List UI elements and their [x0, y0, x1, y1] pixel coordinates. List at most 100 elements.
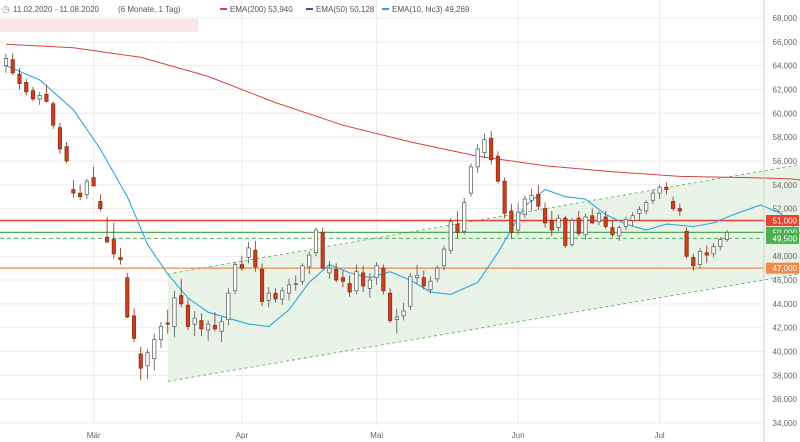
candle-body [590, 215, 595, 224]
candle [414, 264, 420, 284]
candle [307, 251, 312, 275]
candle-body [334, 268, 339, 281]
candle [502, 177, 507, 219]
candle-body [448, 221, 453, 251]
candle-body [569, 220, 575, 245]
legend-item: EMA(200) 53,940 [220, 5, 293, 14]
candle-body [253, 249, 258, 268]
candle-body [233, 264, 238, 292]
candle-body [199, 320, 204, 330]
candle-body [603, 216, 608, 227]
candle [111, 222, 116, 259]
candle [637, 206, 642, 221]
candle-body [441, 248, 447, 267]
x-tick-label: Mai [370, 431, 383, 440]
candle-body [394, 316, 399, 320]
candle-body [286, 284, 292, 294]
candle [233, 262, 238, 295]
candle-body [273, 292, 278, 300]
candle [718, 237, 723, 251]
candle-body [185, 304, 190, 327]
candle-body [536, 193, 541, 207]
candle [421, 270, 426, 290]
candle-body [529, 195, 534, 201]
candle-body [657, 186, 662, 194]
candle [24, 78, 29, 96]
candle [260, 263, 265, 307]
candle [125, 272, 130, 319]
candle-body [549, 220, 554, 231]
candle [293, 275, 298, 291]
candle [17, 68, 22, 90]
candle [361, 265, 366, 292]
candle-body [455, 223, 460, 233]
candle-body [51, 103, 56, 126]
y-tick-label: 36,000 [773, 395, 798, 404]
candle [185, 299, 190, 331]
candle [145, 349, 150, 379]
candle [51, 101, 56, 129]
candle-body [596, 213, 602, 223]
candle [78, 184, 83, 201]
y-tick-label: 60,000 [773, 109, 798, 118]
candle-body [563, 217, 568, 246]
candle [273, 288, 278, 303]
candle [347, 275, 352, 297]
y-tick-label: 34,000 [773, 419, 798, 428]
candle [313, 227, 319, 257]
candle [152, 333, 157, 371]
candle [468, 163, 473, 197]
candle [704, 245, 709, 264]
period-label: (6 Monate, 1 Tag) [118, 5, 181, 14]
header-highlight-box [0, 19, 198, 32]
candle-body [246, 247, 251, 258]
candle-body [671, 201, 676, 209]
candle-body [711, 246, 716, 255]
candle [246, 241, 251, 264]
y-tick-label: 66,000 [773, 38, 798, 47]
candle [30, 87, 36, 102]
candle-body [24, 81, 29, 93]
candle-body [650, 192, 655, 201]
candle [590, 208, 595, 225]
candle [98, 194, 103, 211]
candle-body [637, 209, 642, 214]
y-tick-label: 38,000 [773, 371, 798, 380]
chart-header: ◷ 11.02.2020 - 11.08.2020 (6 Monate, 1 T… [2, 4, 470, 14]
candle-body [239, 264, 244, 269]
level-badge-bg [766, 232, 799, 244]
x-tick-label: Mär [87, 431, 101, 440]
candle [300, 263, 305, 285]
candle [206, 320, 211, 341]
candle [664, 182, 669, 195]
candle [441, 245, 447, 271]
legend: EMA(200) 53,940 EMA(50) 50,128 EMA(10, hlc… [220, 5, 470, 14]
candle-body [522, 198, 527, 215]
date-range: 11.02.2020 - 11.08.2020 [13, 5, 100, 14]
candle-body [388, 292, 393, 321]
x-tick-label: Apr [236, 431, 249, 440]
candle [516, 202, 521, 235]
candle [327, 261, 332, 279]
candle-body [697, 251, 703, 265]
candle-body [495, 155, 500, 182]
candle [563, 215, 568, 248]
candle [495, 151, 500, 184]
candle [556, 214, 561, 232]
candle [320, 227, 325, 270]
candle [610, 220, 615, 238]
candle-body [3, 58, 9, 66]
candle [253, 240, 258, 272]
candle-body [111, 239, 116, 255]
candle [118, 247, 123, 265]
candle [57, 122, 62, 154]
candle-body [131, 315, 137, 339]
candle-body [37, 95, 42, 100]
candle-body [320, 232, 325, 269]
candle [475, 144, 480, 173]
candle-body [219, 321, 224, 332]
candle [462, 197, 467, 235]
candle [192, 311, 197, 337]
candle [509, 203, 514, 239]
